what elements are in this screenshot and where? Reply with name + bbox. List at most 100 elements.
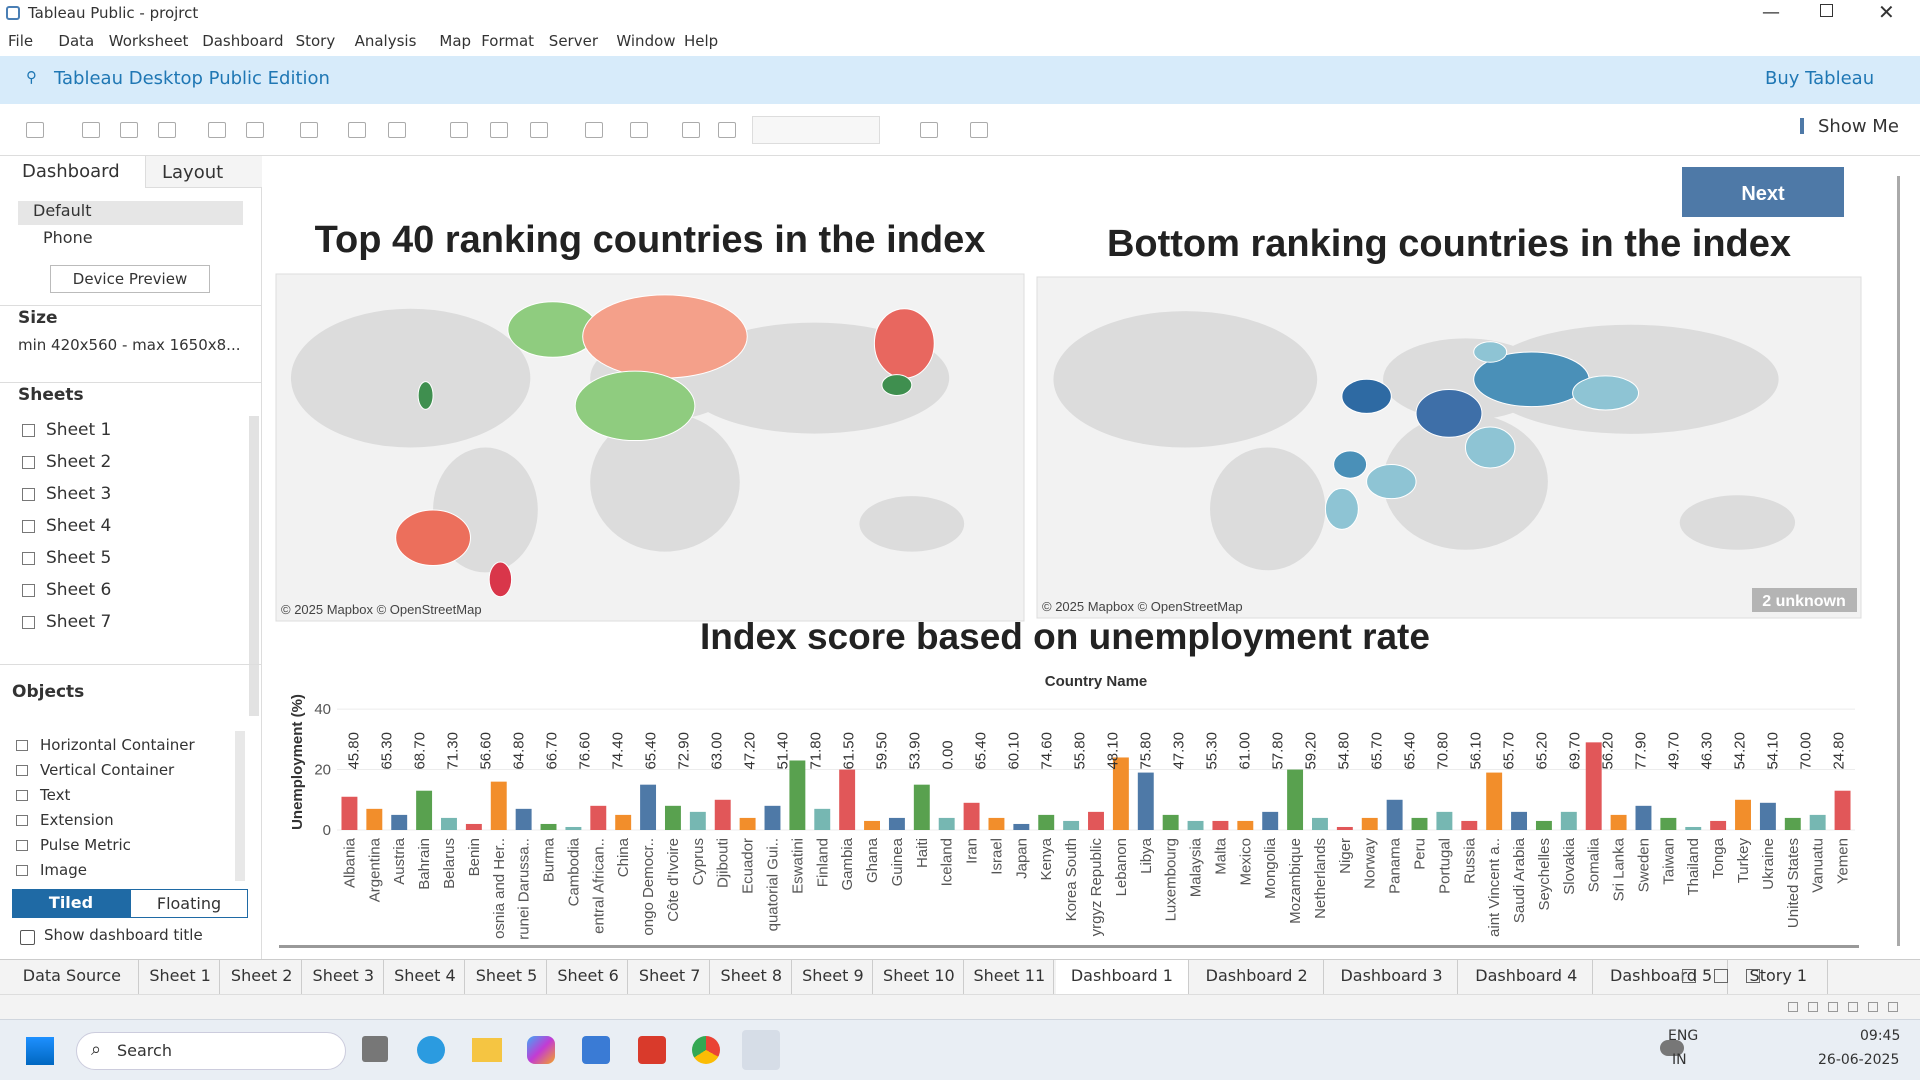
sheet-tab[interactable]: Dashboard 3	[1326, 960, 1459, 994]
object-item[interactable]: Image	[40, 861, 87, 879]
restore-button[interactable]	[1820, 4, 1833, 17]
sheet-item[interactable]: Sheet 5	[46, 548, 112, 568]
layout-mode[interactable]: Floating	[130, 889, 248, 918]
new-sheet-button[interactable]	[1682, 969, 1696, 983]
sheet-tab[interactable]: Sheet 9	[794, 960, 874, 994]
minimize-button[interactable]: —	[1762, 2, 1780, 23]
menu-item[interactable]: Story	[295, 32, 336, 50]
panel-tab[interactable]: Layout	[162, 162, 224, 183]
object-item[interactable]: Text	[40, 786, 71, 804]
next-button[interactable]	[1682, 167, 1844, 217]
menu-item[interactable]: Window	[616, 32, 676, 50]
checkbox[interactable]	[20, 930, 35, 945]
toolbar-icon[interactable]	[208, 122, 226, 138]
sheet-tab[interactable]: Sheet 3	[304, 960, 384, 994]
toolbar-icon[interactable]	[682, 122, 700, 138]
sheet-tab[interactable]: Sheet 1	[141, 960, 221, 994]
show-me-button[interactable]: Show Me	[1818, 116, 1899, 137]
copilot-icon[interactable]	[527, 1036, 555, 1064]
toolbar-icon[interactable]	[585, 122, 603, 138]
sheet-tab[interactable]: Sheet 10	[875, 960, 964, 994]
clock-time[interactable]: 09:45	[1860, 1028, 1901, 1044]
toolbar-icon[interactable]	[450, 122, 468, 138]
menu-item[interactable]: File	[8, 32, 34, 50]
tableau-icon[interactable]	[742, 1030, 780, 1070]
sheet-tab[interactable]: Dashboard 5	[1595, 960, 1728, 994]
toolbar-icon[interactable]	[300, 122, 318, 138]
size-dropdown[interactable]: min 420x560 - max 1650x8...	[18, 336, 241, 354]
sheet-tab[interactable]: Story 1	[1730, 960, 1828, 994]
edge-icon[interactable]	[417, 1036, 445, 1064]
new-sheet-button[interactable]	[1746, 969, 1760, 983]
object-item[interactable]: Pulse Metric	[40, 836, 131, 854]
toolbar-icon[interactable]	[348, 122, 366, 138]
sheet-item[interactable]: Sheet 7	[46, 612, 112, 632]
nav-button[interactable]	[1888, 1002, 1898, 1012]
nav-button[interactable]	[1788, 1002, 1798, 1012]
wps-icon[interactable]	[638, 1036, 666, 1064]
sheet-tab[interactable]: Sheet 11	[966, 960, 1054, 994]
toolbar-icon[interactable]	[718, 122, 736, 138]
sheet-item[interactable]: Sheet 3	[46, 484, 112, 504]
task-view[interactable]	[362, 1036, 388, 1062]
toolbar-icon[interactable]	[82, 122, 100, 138]
sheet-item[interactable]: Sheet 2	[46, 452, 112, 472]
menu-item[interactable]: Worksheet	[108, 32, 189, 50]
sheet-tab[interactable]: Sheet 4	[386, 960, 466, 994]
sheet-item[interactable]: Sheet 6	[46, 580, 112, 600]
menu-item[interactable]: Analysis	[354, 32, 417, 50]
sheet-tab[interactable]: Sheet 7	[630, 960, 710, 994]
toolbar-icon[interactable]	[530, 122, 548, 138]
search-box[interactable]: ⌕ Search	[76, 1032, 346, 1070]
device-preview-button[interactable]: Device Preview	[50, 265, 210, 293]
sheet-tab[interactable]: Dashboard 2	[1191, 960, 1324, 994]
menu-item[interactable]: Format	[481, 32, 535, 50]
unknown-badge[interactable]	[1752, 588, 1857, 612]
checkbox-label[interactable]: Show dashboard title	[44, 926, 203, 944]
buy-link[interactable]: Buy Tableau	[1765, 68, 1875, 89]
menu-item[interactable]: Map	[439, 32, 472, 50]
menu-item[interactable]: Data	[58, 32, 95, 50]
store-icon[interactable]	[582, 1036, 610, 1064]
toolbar-icon[interactable]	[970, 122, 988, 138]
sheet-tab[interactable]: Sheet 5	[467, 960, 547, 994]
menu-item[interactable]: Dashboard	[202, 32, 284, 50]
lang-region[interactable]: IN	[1672, 1052, 1687, 1068]
toolbar-icon[interactable]	[246, 122, 264, 138]
device-option[interactable]: Default	[33, 201, 92, 220]
menu-item[interactable]: Server	[548, 32, 598, 50]
sheet-tab-active[interactable]: Dashboard 1	[1056, 960, 1189, 994]
lang-primary[interactable]: ENG	[1668, 1028, 1699, 1044]
panel-tab[interactable]: Dashboard	[22, 161, 120, 182]
toolbar-dropdown[interactable]	[752, 116, 880, 144]
sheet-item[interactable]: Sheet 1	[46, 420, 112, 440]
toolbar-icon[interactable]	[120, 122, 138, 138]
sheet-tab[interactable]: Sheet 8	[712, 960, 792, 994]
sheet-tab[interactable]: Sheet 2	[222, 960, 302, 994]
object-item[interactable]: Vertical Container	[40, 761, 175, 779]
object-item[interactable]: Horizontal Container	[40, 736, 195, 754]
device-option[interactable]: Phone	[43, 228, 93, 247]
nav-button[interactable]	[1828, 1002, 1838, 1012]
sheet-tab[interactable]: Sheet 6	[549, 960, 629, 994]
clock-date[interactable]: 26-06-2025	[1818, 1052, 1900, 1068]
toolbar-icon[interactable]	[630, 122, 648, 138]
chrome-icon[interactable]	[692, 1036, 720, 1064]
nav-button[interactable]	[1868, 1002, 1878, 1012]
layout-mode-active[interactable]: Tiled	[12, 889, 130, 918]
menu-item[interactable]: Help	[684, 32, 719, 50]
object-item[interactable]: Extension	[40, 811, 114, 829]
close-button[interactable]: ✕	[1878, 0, 1895, 24]
nav-button[interactable]	[1808, 1002, 1818, 1012]
sheet-tab[interactable]: Dashboard 4	[1460, 960, 1594, 994]
toolbar-icon[interactable]	[158, 122, 176, 138]
toolbar-icon[interactable]	[490, 122, 508, 138]
toolbar-icon[interactable]	[388, 122, 406, 138]
sheet-item[interactable]: Sheet 4	[46, 516, 112, 536]
nav-button[interactable]	[1848, 1002, 1858, 1012]
start-button[interactable]	[26, 1037, 54, 1065]
new-sheet-button[interactable]	[1714, 969, 1728, 983]
toolbar-icon[interactable]	[26, 122, 44, 138]
toolbar-icon[interactable]	[920, 122, 938, 138]
explorer-icon[interactable]	[472, 1038, 502, 1062]
